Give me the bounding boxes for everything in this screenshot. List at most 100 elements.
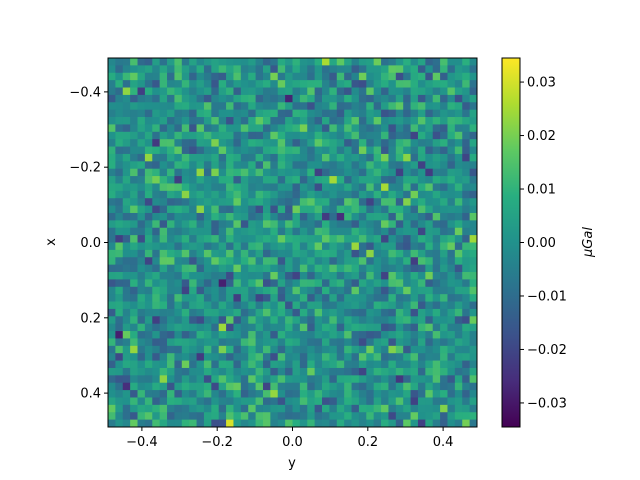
heatmap-cell [373, 404, 382, 413]
heatmap-cell [351, 227, 360, 236]
heatmap-cell [122, 279, 131, 288]
heatmap-cell [417, 124, 426, 133]
heatmap-cell [167, 235, 175, 243]
heatmap-cell [366, 124, 375, 133]
heatmap-cell [159, 198, 168, 206]
heatmap-cell [130, 353, 138, 361]
heatmap-cell [122, 198, 131, 206]
heatmap-cell [299, 220, 308, 229]
heatmap-cell [440, 72, 448, 81]
heatmap-cell [403, 72, 411, 81]
heatmap-cell [189, 124, 197, 133]
heatmap-cell [226, 80, 234, 88]
heatmap-cell [425, 264, 434, 273]
heatmap-cell [203, 404, 212, 413]
heatmap-cell [189, 94, 197, 103]
heatmap-cell [462, 117, 471, 125]
heatmap-cell [366, 87, 375, 96]
heatmap-cell [373, 242, 382, 251]
heatmap-cell [144, 308, 153, 317]
heatmap-cell [122, 345, 131, 354]
heatmap-cell [218, 139, 227, 147]
heatmap-cell [403, 412, 411, 421]
heatmap-cell [130, 168, 138, 177]
heatmap-cell [137, 235, 146, 243]
heatmap-cell [432, 58, 441, 66]
heatmap-cell [130, 117, 138, 125]
heatmap-cell [130, 227, 138, 236]
heatmap-cell [388, 279, 397, 288]
heatmap-cell [248, 146, 256, 155]
heatmap-cell [469, 190, 478, 199]
heatmap-cell [285, 257, 293, 266]
heatmap-cell [277, 360, 286, 369]
heatmap-cell [432, 176, 441, 184]
heatmap-cell [108, 146, 116, 155]
heatmap-cell [203, 109, 212, 118]
heatmap-cell [218, 153, 227, 162]
heatmap-cell [285, 58, 293, 66]
heatmap-cell [351, 176, 360, 184]
heatmap-cell [255, 87, 264, 96]
heatmap-cell [454, 227, 463, 236]
heatmap-cell [277, 286, 286, 295]
heatmap-cell [314, 131, 323, 140]
heatmap-cell [159, 390, 168, 398]
heatmap-cell [373, 382, 382, 391]
heatmap-cell [432, 109, 441, 118]
heatmap-cell [307, 242, 316, 251]
heatmap-cell [174, 397, 183, 406]
heatmap-cell [425, 117, 434, 125]
heatmap-cell [417, 72, 426, 81]
heatmap-cell [366, 183, 375, 192]
heatmap-cell [344, 80, 352, 88]
heatmap-cell [144, 404, 153, 413]
heatmap-cell [440, 367, 448, 376]
heatmap-cell [240, 419, 249, 428]
heatmap-cell [432, 72, 441, 81]
heatmap-cell [307, 183, 316, 192]
heatmap-cell [122, 301, 131, 310]
heatmap-cell [174, 80, 183, 88]
heatmap-cell [248, 375, 256, 384]
heatmap-cell [115, 345, 124, 354]
heatmap-cell [159, 323, 168, 332]
heatmap-cell [425, 360, 434, 369]
heatmap-cell [211, 146, 220, 155]
heatmap-cell [462, 153, 471, 162]
heatmap-cell [285, 109, 293, 118]
heatmap-cell [174, 419, 183, 428]
heatmap-cell [262, 257, 271, 266]
heatmap-cell [270, 198, 279, 206]
heatmap-cell [344, 338, 352, 347]
heatmap-cell [211, 168, 220, 177]
heatmap-cell [233, 301, 242, 310]
heatmap-cell [189, 323, 197, 332]
heatmap-cell [130, 153, 138, 162]
heatmap-cell [181, 220, 190, 229]
heatmap-cell [417, 367, 426, 376]
heatmap-cell [395, 72, 404, 81]
heatmap-cell [137, 249, 146, 258]
heatmap-cell [381, 249, 389, 258]
heatmap-cell [262, 323, 271, 332]
heatmap-cell [130, 205, 138, 214]
heatmap-cell [336, 397, 345, 406]
x-tick-label: −0.4 [126, 435, 158, 450]
heatmap-cell [130, 345, 138, 354]
heatmap-cell [196, 301, 205, 310]
heatmap-cell [381, 390, 389, 398]
heatmap-cell [381, 382, 389, 391]
heatmap-cell [137, 168, 146, 177]
heatmap-cell [440, 87, 448, 96]
heatmap-cell [196, 419, 205, 428]
heatmap-cell [314, 72, 323, 81]
heatmap-cell [307, 345, 316, 354]
heatmap-cell [351, 117, 360, 125]
heatmap-cell [366, 360, 375, 369]
heatmap-cell [351, 242, 360, 251]
heatmap-cell [122, 109, 131, 118]
heatmap-cell [314, 367, 323, 376]
heatmap-cell [203, 345, 212, 354]
heatmap-cell [314, 227, 323, 236]
